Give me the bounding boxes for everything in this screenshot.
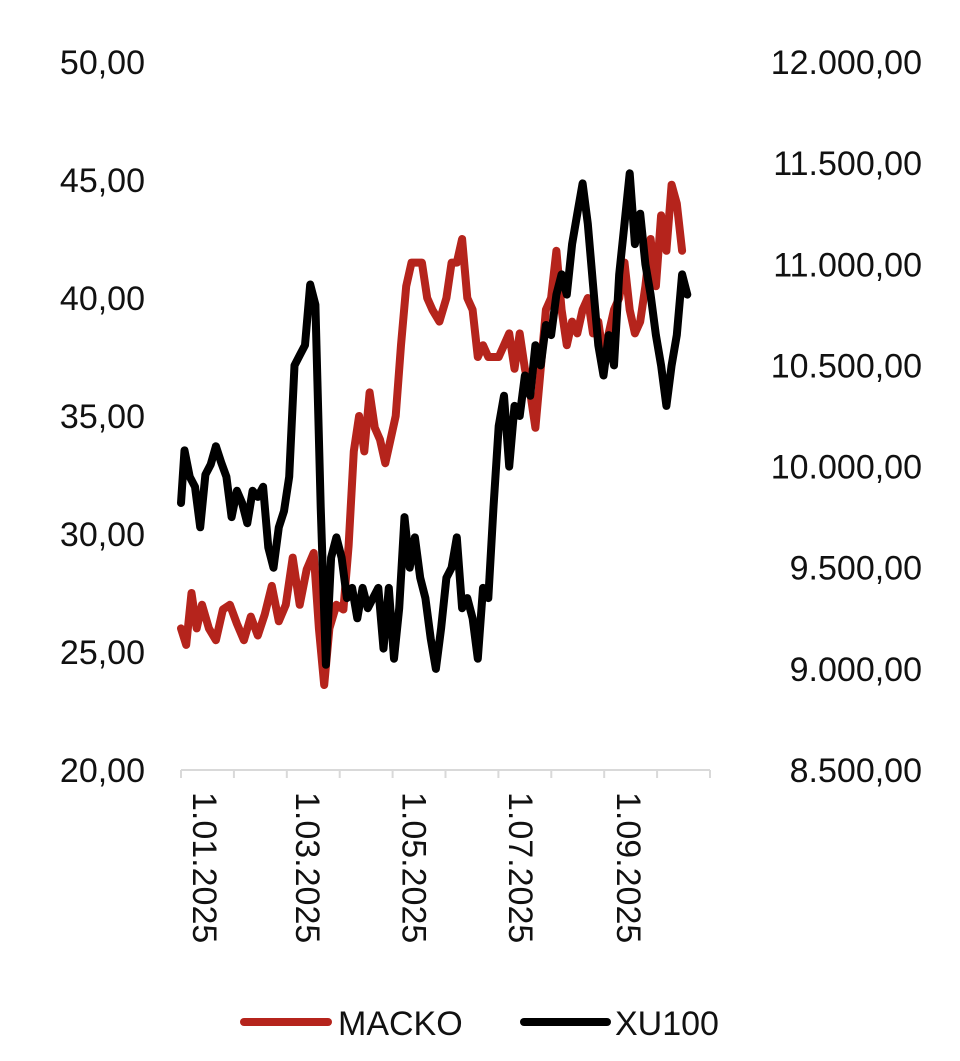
y-left-tick-label: 35,00: [60, 398, 145, 436]
y-right-tick-label: 10.000,00: [771, 449, 922, 487]
y-left-tick-label: 20,00: [60, 752, 145, 790]
x-tick-label: 1.09.2025: [609, 792, 647, 943]
legend-label-xu100: XU100: [615, 1005, 719, 1043]
y-right-tick-label: 8.500,00: [790, 752, 922, 790]
y-left-tick-label: 50,00: [60, 44, 145, 82]
x-tick-label: 1.07.2025: [501, 792, 539, 943]
y-left-tick-label: 25,00: [60, 634, 145, 672]
y-left-tick-label: 30,00: [60, 516, 145, 554]
y-axis-left: 20,00 25,00 30,00 35,00 40,00 45,00 50,00: [60, 44, 145, 790]
x-tick-labels: 1.01.2025 1.03.2025 1.05.2025 1.07.2025 1.09…: [185, 792, 647, 943]
legend: MACKO XU100: [240, 1005, 719, 1043]
x-tick-label: 1.01.2025: [185, 792, 223, 943]
y-left-tick-label: 45,00: [60, 162, 145, 200]
y-left-tick-label: 40,00: [60, 280, 145, 318]
y-right-tick-label: 11.500,00: [773, 145, 922, 183]
x-tick-label: 1.03.2025: [288, 792, 326, 943]
series-line-xu100: [177, 169, 692, 673]
y-right-tick-label: 12.000,00: [771, 44, 922, 82]
y-axis-right: 8.500,00 9.000,00 9.500,00 10.000,00 10.500,…: [771, 44, 922, 790]
x-axis: [180, 769, 711, 778]
x-tick-label: 1.05.2025: [395, 792, 433, 943]
legend-label-macko: MACKO: [338, 1005, 463, 1043]
y-right-tick-label: 9.500,00: [790, 550, 922, 588]
series-line-macko: [177, 180, 687, 689]
plot-lines: [177, 169, 692, 689]
y-right-tick-label: 10.500,00: [771, 347, 922, 385]
y-right-tick-label: 9.000,00: [790, 651, 922, 689]
y-right-tick-label: 11.000,00: [773, 246, 922, 284]
